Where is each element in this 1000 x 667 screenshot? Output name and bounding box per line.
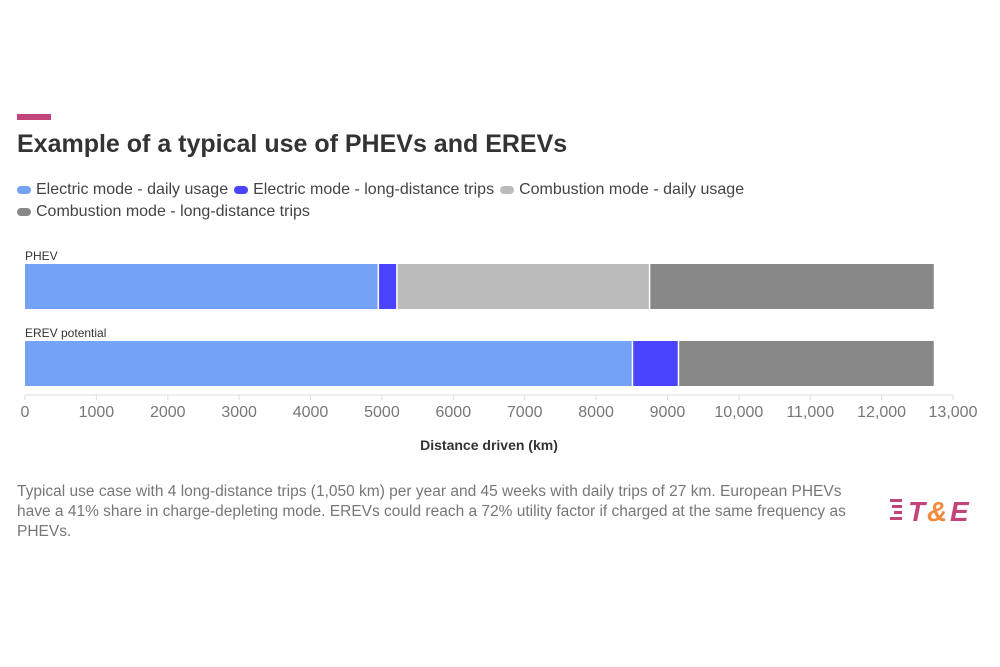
- legend-item: Combustion mode - daily usage: [500, 179, 744, 201]
- bar-segment: [679, 341, 934, 386]
- x-tick-label: 13,000: [929, 404, 978, 421]
- bar-segment: [25, 264, 378, 309]
- legend-swatch: [500, 185, 515, 194]
- x-tick-label: 2000: [150, 404, 186, 421]
- x-tick-label: 9000: [650, 404, 686, 421]
- svg-text:&: &: [927, 496, 947, 527]
- legend-label: Electric mode - long-distance trips: [253, 181, 495, 198]
- legend: Electric mode - daily usage Electric mode…: [17, 179, 877, 223]
- legend-item: Combustion mode - long-distance trips: [17, 201, 310, 223]
- legend-label: Combustion mode - long-distance trips: [36, 203, 310, 220]
- x-tick-label: 5000: [364, 404, 400, 421]
- x-tick-label: 11,000: [786, 404, 834, 421]
- te-logo: T & E: [890, 496, 970, 527]
- bar-chart: PHEV EREV potential 0 1000 2000 3000 4000 5000 6…: [21, 249, 978, 453]
- x-tick-label: 0: [21, 404, 30, 421]
- bar-segment: [379, 264, 397, 309]
- x-tick-label: 12,000: [857, 404, 906, 421]
- bar-segment: [25, 341, 632, 386]
- legend-label: Electric mode - daily usage: [36, 181, 229, 198]
- footnote: Typical use case with 4 long-distance tr…: [17, 483, 846, 540]
- bar-segment: [633, 341, 678, 386]
- x-tick-label: 7000: [507, 404, 543, 421]
- x-tick-label: 1000: [79, 404, 115, 421]
- legend-item: Electric mode - daily usage: [17, 179, 228, 201]
- category-label: PHEV: [25, 249, 58, 263]
- x-axis-title: Distance driven (km): [420, 437, 558, 453]
- svg-text:E: E: [950, 496, 970, 527]
- title-accent-bar: [17, 114, 51, 120]
- x-tick-label: 4000: [293, 404, 329, 421]
- bar-segment: [397, 264, 649, 309]
- svg-text:T: T: [908, 496, 928, 527]
- category-label: EREV potential: [25, 326, 106, 340]
- x-tick-label: 8000: [578, 404, 614, 421]
- x-tick-label: 3000: [221, 404, 257, 421]
- legend-swatch: [234, 185, 249, 194]
- legend-label: Combustion mode - daily usage: [519, 181, 745, 198]
- chart-title: Example of a typical use of PHEVs and ER…: [17, 130, 568, 158]
- legend-item: Electric mode - long-distance trips: [234, 179, 494, 201]
- x-tick-label: 6000: [436, 404, 472, 421]
- x-tick-label: 10,000: [714, 404, 763, 421]
- bar-segment: [650, 264, 934, 309]
- legend-swatch: [17, 207, 31, 216]
- legend-swatch: [17, 185, 31, 194]
